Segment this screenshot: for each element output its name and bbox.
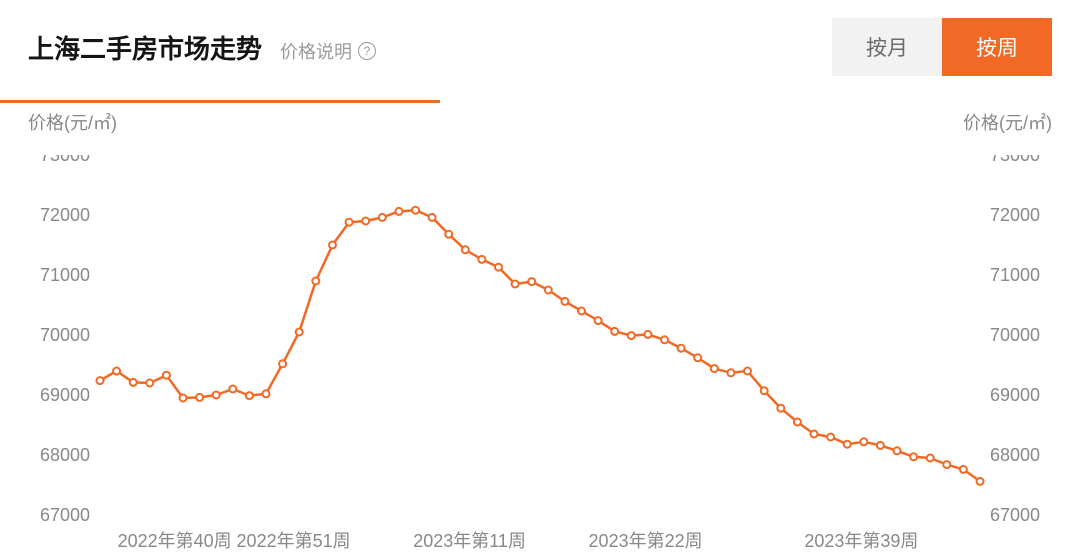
data-point[interactable] [694, 354, 701, 361]
y-tick-left: 70000 [40, 325, 90, 345]
data-point[interactable] [97, 377, 104, 384]
y-tick-right: 73000 [990, 155, 1040, 165]
header-left: 上海二手房市场走势 价格说明 ? [28, 29, 376, 66]
data-point[interactable] [279, 360, 286, 367]
x-tick-label: 2022年第40周 [118, 531, 232, 551]
y-axis-label-left: 价格(元/㎡) [28, 109, 117, 135]
data-point[interactable] [777, 405, 784, 412]
y-tick-right: 71000 [990, 265, 1040, 285]
data-point[interactable] [628, 332, 635, 339]
data-point[interactable] [727, 369, 734, 376]
data-point[interactable] [528, 278, 535, 285]
data-point[interactable] [977, 478, 984, 485]
y-tick-right: 70000 [990, 325, 1040, 345]
page-title: 上海二手房市场走势 [28, 29, 262, 66]
y-tick-right: 68000 [990, 445, 1040, 465]
data-point[interactable] [644, 331, 651, 338]
data-point[interactable] [362, 218, 369, 225]
y-tick-left: 67000 [40, 505, 90, 525]
data-point[interactable] [512, 281, 519, 288]
y-tick-right: 67000 [990, 505, 1040, 525]
data-point[interactable] [478, 256, 485, 263]
data-point[interactable] [794, 419, 801, 426]
line-chart: 73000 73000 72000 72000 71000 71000 70000 70000… [28, 155, 1052, 555]
data-point[interactable] [595, 317, 602, 324]
data-point[interactable] [811, 431, 818, 438]
y-tick-left: 72000 [40, 205, 90, 225]
data-point[interactable] [213, 392, 220, 399]
data-point[interactable] [312, 278, 319, 285]
data-point[interactable] [163, 372, 170, 379]
data-point[interactable] [578, 308, 585, 315]
data-point[interactable] [412, 207, 419, 214]
data-point[interactable] [844, 441, 851, 448]
data-point[interactable] [180, 395, 187, 402]
data-point[interactable] [678, 345, 685, 352]
data-point[interactable] [661, 336, 668, 343]
data-point[interactable] [943, 461, 950, 468]
data-point[interactable] [296, 329, 303, 336]
data-point[interactable] [545, 287, 552, 294]
y-tick-left: 68000 [40, 445, 90, 465]
data-point[interactable] [146, 380, 153, 387]
data-point[interactable] [894, 447, 901, 454]
data-point[interactable] [246, 392, 253, 399]
data-point[interactable] [960, 466, 967, 473]
data-point[interactable] [860, 438, 867, 445]
data-point[interactable] [561, 298, 568, 305]
data-point[interactable] [229, 386, 236, 393]
data-point[interactable] [611, 328, 618, 335]
data-point[interactable] [445, 231, 452, 238]
data-point[interactable] [495, 264, 502, 271]
data-point[interactable] [827, 434, 834, 441]
x-tick-label: 2022年第51周 [237, 531, 351, 551]
x-tick-label: 2023年第22周 [589, 531, 703, 551]
y-tick-left: 69000 [40, 385, 90, 405]
header: 上海二手房市场走势 价格说明 ? 按月 按周 [0, 0, 1080, 76]
data-point[interactable] [462, 246, 469, 253]
y-axis-label-right: 价格(元/㎡) [963, 109, 1052, 135]
data-point[interactable] [346, 219, 353, 226]
data-point[interactable] [395, 208, 402, 215]
data-point[interactable] [711, 365, 718, 372]
y-tick-right: 69000 [990, 385, 1040, 405]
period-tabs: 按月 按周 [832, 18, 1052, 76]
data-point[interactable] [130, 379, 137, 386]
data-point[interactable] [877, 442, 884, 449]
chart-area: 价格(元/㎡) 价格(元/㎡) 73000 73000 72000 72000 7100… [0, 103, 1080, 555]
x-tick-label: 2023年第11周 [413, 531, 526, 551]
y-tick-right: 72000 [990, 205, 1040, 225]
data-point[interactable] [196, 394, 203, 401]
data-point[interactable] [927, 455, 934, 462]
data-point[interactable] [329, 242, 336, 249]
data-point[interactable] [744, 368, 751, 375]
data-point[interactable] [429, 214, 436, 221]
data-point[interactable] [910, 453, 917, 460]
help-icon: ? [358, 42, 376, 60]
x-tick-label: 2023年第39周 [804, 531, 918, 551]
tab-month[interactable]: 按月 [832, 18, 942, 76]
price-explain-label: 价格说明 [280, 38, 352, 64]
data-point[interactable] [113, 368, 120, 375]
price-explain-link[interactable]: 价格说明 ? [280, 38, 376, 64]
data-point[interactable] [379, 214, 386, 221]
y-tick-left: 73000 [40, 155, 90, 165]
data-point[interactable] [263, 390, 270, 397]
data-point[interactable] [761, 387, 768, 394]
y-tick-left: 71000 [40, 265, 90, 285]
tab-week[interactable]: 按周 [942, 18, 1052, 76]
